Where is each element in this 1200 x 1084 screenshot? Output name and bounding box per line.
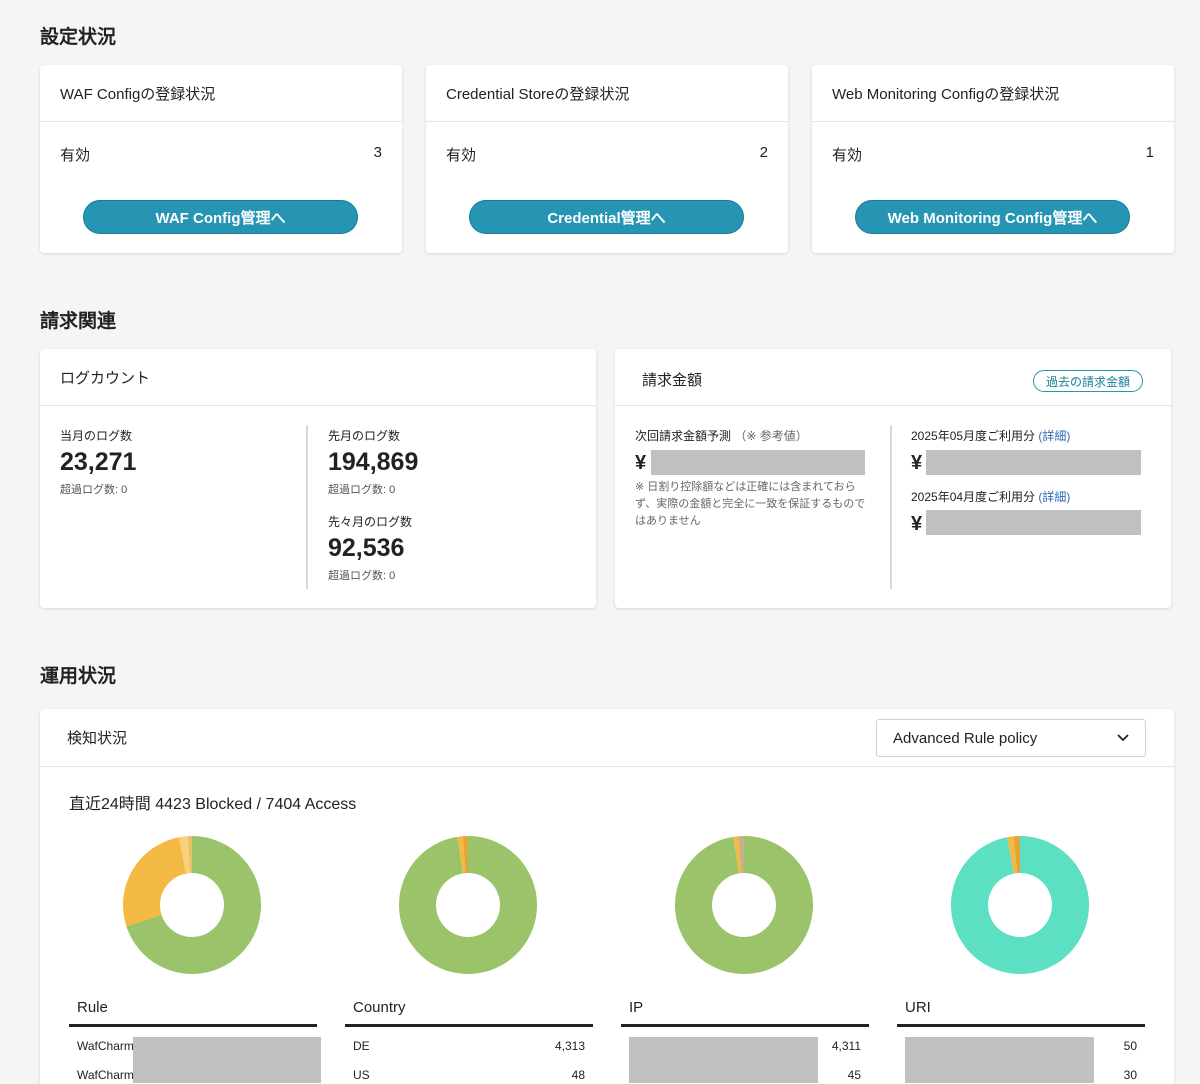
donut-slice bbox=[951, 836, 1089, 974]
waf-config-manage-button[interactable]: WAF Config管理へ bbox=[83, 200, 358, 234]
detection-summary: 直近24時間 4423 Blocked / 7404 Access bbox=[69, 796, 357, 813]
table-row: US 48 bbox=[345, 1060, 593, 1084]
previous-month-value: 194,869 bbox=[328, 448, 419, 476]
donut-slice bbox=[1013, 836, 1020, 874]
status-label: 有効 bbox=[446, 147, 477, 164]
redacted-rule-names bbox=[133, 1037, 321, 1083]
previous-month-label: 先月のログ数 bbox=[328, 429, 401, 443]
credential-store-card: Credential Storeの登録状況 有効 2 Credential管理へ bbox=[426, 65, 788, 253]
yen-sign: ¥ bbox=[911, 513, 923, 535]
donut-slice bbox=[187, 836, 192, 874]
table-header: URI bbox=[897, 999, 1145, 1027]
operation-section-title: 運用状況 bbox=[40, 666, 117, 687]
card-header: Web Monitoring Configの登録状況 bbox=[812, 65, 1174, 122]
past-billing-button[interactable]: 過去の請求金額 bbox=[1032, 370, 1143, 392]
web-monitoring-manage-button[interactable]: Web Monitoring Config管理へ bbox=[855, 200, 1130, 234]
redacted-uris bbox=[905, 1037, 1094, 1083]
rule-table: Rule WafCharm WafCharm bbox=[69, 999, 321, 1084]
donut-slice bbox=[675, 836, 813, 974]
may-detail-link[interactable]: (詳細) bbox=[1038, 429, 1071, 443]
forecast-note: （※ 参考値） bbox=[734, 429, 808, 443]
current-month-value: 23,271 bbox=[60, 448, 137, 476]
chevron-down-icon bbox=[1117, 734, 1129, 742]
card-header: Credential Storeの登録状況 bbox=[426, 65, 788, 122]
current-month-label: 当月のログ数 bbox=[60, 429, 133, 443]
donut-slice bbox=[457, 836, 466, 874]
yen-sign: ¥ bbox=[635, 452, 647, 474]
billing-section-title: 請求関連 bbox=[40, 311, 117, 332]
policy-select-value: Advanced Rule policy bbox=[893, 729, 1038, 747]
redacted-amount bbox=[651, 450, 865, 475]
table-row: 4,311 bbox=[621, 1031, 869, 1060]
row-value: 4,313 bbox=[554, 1038, 585, 1053]
current-month-over: 超過ログ数: 0 bbox=[60, 484, 128, 496]
table-header: IP bbox=[621, 999, 869, 1027]
row-label: WafCharm bbox=[77, 1038, 134, 1053]
card-header: ログカウント bbox=[40, 349, 596, 406]
table-row: 30 bbox=[897, 1060, 1145, 1084]
previous-month-over: 超過ログ数: 0 bbox=[328, 484, 396, 496]
status-count: 2 bbox=[759, 144, 768, 161]
donut-slice bbox=[122, 837, 187, 927]
donut-slice bbox=[179, 836, 190, 874]
table-header: Country bbox=[345, 999, 593, 1027]
redacted-amount bbox=[926, 510, 1141, 535]
forecast-disclaimer: ※ 日割り控除額などは正確には含まれておらず、実際の金額と完全に一致を保証するも… bbox=[635, 481, 866, 527]
card-header: WAF Configの登録状況 bbox=[40, 65, 402, 122]
forecast-label: 次回請求金額予測 bbox=[635, 429, 732, 443]
detection-card: 検知状況 Advanced Rule policy 直近24時間 4423 Bl… bbox=[40, 709, 1174, 1084]
donut-slice bbox=[738, 836, 744, 874]
waf-config-card: WAF Configの登録状況 有効 3 WAF Config管理へ bbox=[40, 65, 402, 253]
rule-donut-chart bbox=[122, 836, 261, 974]
row-value: 30 bbox=[1123, 1067, 1137, 1082]
row-value: 45 bbox=[847, 1067, 861, 1082]
row-value: 50 bbox=[1123, 1038, 1137, 1053]
row-label: WafCharm bbox=[77, 1067, 134, 1082]
may-usage-label: 2025年05月度ご利用分 bbox=[911, 429, 1036, 443]
row-value: 4,311 bbox=[831, 1038, 861, 1053]
donut-slice bbox=[462, 836, 468, 874]
redacted-ip-addresses bbox=[629, 1037, 818, 1083]
web-monitoring-card: Web Monitoring Configの登録状況 有効 1 Web Moni… bbox=[812, 65, 1174, 253]
card-header: 請求金額 bbox=[615, 349, 1171, 406]
divider bbox=[306, 425, 308, 589]
donut-slice bbox=[126, 836, 261, 974]
status-count: 1 bbox=[1145, 144, 1154, 161]
country-donut-chart bbox=[399, 836, 537, 974]
table-row: WafCharm bbox=[69, 1060, 317, 1084]
billing-amount-card: 請求金額 過去の請求金額 次回請求金額予測 （※ 参考値） ¥ ※ 日割り控除額… bbox=[615, 349, 1171, 608]
log-count-card: ログカウント 当月のログ数 23,271 超過ログ数: 0 先月のログ数 194… bbox=[40, 349, 596, 608]
redacted-amount bbox=[926, 450, 1141, 475]
credential-manage-button[interactable]: Credential管理へ bbox=[469, 200, 744, 234]
status-label: 有効 bbox=[60, 147, 91, 164]
donut-slice bbox=[1007, 836, 1017, 874]
two-months-ago-label: 先々月のログ数 bbox=[328, 515, 413, 529]
policy-select[interactable]: Advanced Rule policy bbox=[876, 719, 1146, 757]
table-row: DE 4,313 bbox=[345, 1031, 593, 1060]
apr-usage-label: 2025年04月度ご利用分 bbox=[911, 490, 1036, 504]
two-months-ago-value: 92,536 bbox=[328, 534, 405, 562]
donut-slice bbox=[733, 836, 742, 874]
row-label: DE bbox=[353, 1038, 370, 1053]
apr-detail-link[interactable]: (詳細) bbox=[1038, 490, 1071, 504]
yen-sign: ¥ bbox=[911, 452, 923, 474]
table-row: 45 bbox=[621, 1060, 869, 1084]
country-table: Country DE 4,313 US 48 bbox=[345, 999, 593, 1084]
table-row: WafCharm bbox=[69, 1031, 317, 1060]
row-value: 48 bbox=[571, 1067, 585, 1082]
table-row: 50 bbox=[897, 1031, 1145, 1060]
two-months-ago-over: 超過ログ数: 0 bbox=[328, 570, 396, 582]
status-count: 3 bbox=[373, 144, 382, 161]
status-label: 有効 bbox=[832, 147, 863, 164]
ip-donut-chart bbox=[675, 836, 813, 974]
uri-donut-chart bbox=[951, 836, 1089, 974]
uri-table: URI 50 30 bbox=[897, 999, 1145, 1084]
table-header: Rule bbox=[69, 999, 317, 1027]
card-header: 検知状況 bbox=[40, 709, 1174, 767]
donut-slice bbox=[399, 836, 537, 974]
ip-table: IP 4,311 45 bbox=[621, 999, 869, 1084]
settings-section-title: 設定状況 bbox=[40, 27, 117, 48]
divider bbox=[890, 425, 892, 589]
row-label: US bbox=[353, 1067, 370, 1082]
